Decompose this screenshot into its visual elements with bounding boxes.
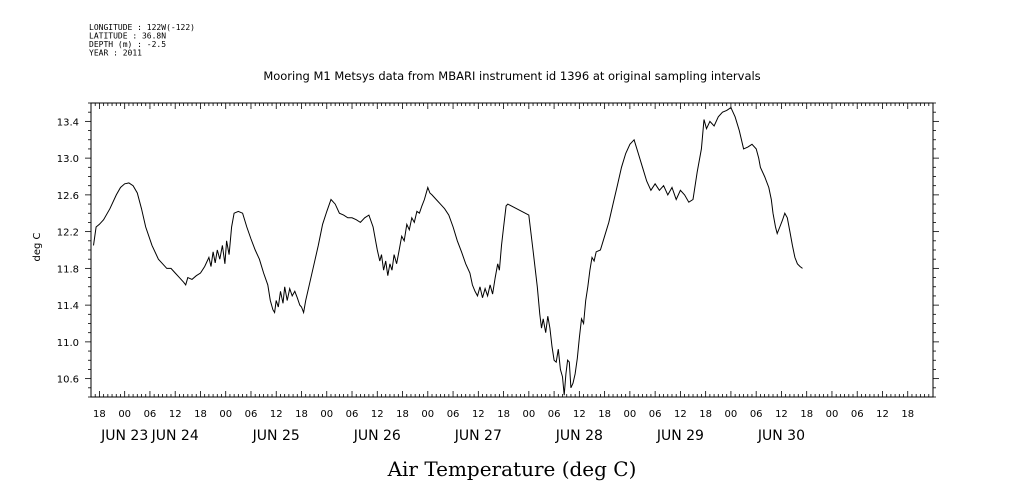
x-day-label: JUN 28 xyxy=(555,428,603,444)
x-hour-label: 12 xyxy=(472,409,485,420)
x-hour-label: 18 xyxy=(800,409,813,420)
y-axis-label: deg C xyxy=(32,232,43,261)
y-tick-label: 12.6 xyxy=(57,191,79,202)
x-hour-label: 18 xyxy=(93,409,106,420)
x-hour-label: 06 xyxy=(245,409,258,420)
meta-line: LATITUDE : 36.8N xyxy=(89,32,166,41)
station-metadata: LONGITUDE : 122W(-122)LATITUDE : 36.8NDE… xyxy=(89,23,195,58)
y-axis: 10.6 11.0 11.4 11.8 12.2 12.6 13.0 13.4 xyxy=(57,117,79,385)
y-tick-label: 10.6 xyxy=(57,375,79,386)
x-hour-label: 06 xyxy=(548,409,561,420)
x-hour-label: 00 xyxy=(826,409,839,420)
x-hour-label: 00 xyxy=(522,409,535,420)
x-day-label: JUN 26 xyxy=(353,428,401,444)
x-hour-label: 00 xyxy=(320,409,333,420)
x-day-label: JUN 24 xyxy=(151,428,199,444)
x-day-label: JUN 27 xyxy=(454,428,502,444)
x-hour-label: 00 xyxy=(725,409,738,420)
x-axis-label: Air Temperature (deg C) xyxy=(387,457,637,481)
x-hour-label: 12 xyxy=(573,409,586,420)
y-tick-label: 11.0 xyxy=(57,338,79,349)
y-tick-label: 11.4 xyxy=(57,301,79,312)
plot-frame xyxy=(85,102,939,398)
x-hour-label: 18 xyxy=(295,409,308,420)
x-hour-label: 06 xyxy=(649,409,662,420)
y-tick-label: 13.0 xyxy=(57,154,79,165)
x-day-label: JUN 25 xyxy=(252,428,300,444)
x-hour-label: 18 xyxy=(699,409,712,420)
x-hour-label: 06 xyxy=(851,409,864,420)
x-hour-label: 12 xyxy=(169,409,182,420)
x-hour-label: 18 xyxy=(497,409,510,420)
x-hour-label: 00 xyxy=(624,409,637,420)
x-hour-label: 18 xyxy=(396,409,409,420)
x-hour-label: 00 xyxy=(219,409,232,420)
x-hour-label: 18 xyxy=(901,409,914,420)
x-hour-label: 12 xyxy=(270,409,283,420)
y-tick-label: 11.8 xyxy=(57,264,79,275)
x-hour-label: 00 xyxy=(421,409,434,420)
meta-line: LONGITUDE : 122W(-122) xyxy=(89,23,195,32)
x-hour-label: 12 xyxy=(876,409,889,420)
x-hour-label: 12 xyxy=(775,409,788,420)
x-day-label: JUN 30 xyxy=(757,428,805,444)
x-day-label: JUN 29 xyxy=(656,428,704,444)
chart-title: Mooring M1 Metsys data from MBARI instru… xyxy=(263,69,760,83)
y-tick-label: 12.2 xyxy=(57,228,79,239)
x-hour-label: 06 xyxy=(750,409,763,420)
x-hour-label: 06 xyxy=(144,409,157,420)
x-day-label: JUN 23 xyxy=(100,428,148,444)
x-hour-label: 06 xyxy=(346,409,359,420)
meta-line: DEPTH (m) : -2.5 xyxy=(89,40,166,49)
meta-line: YEAR : 2011 xyxy=(89,49,142,58)
x-hour-label: 00 xyxy=(118,409,131,420)
x-hour-label: 12 xyxy=(371,409,384,420)
y-tick-label: 13.4 xyxy=(57,117,79,128)
x-hour-label: 18 xyxy=(194,409,207,420)
x-hour-label: 18 xyxy=(598,409,611,420)
x-hour-label: 12 xyxy=(674,409,687,420)
temperature-series-line xyxy=(93,106,803,396)
x-hour-label: 06 xyxy=(447,409,460,420)
x-axis: 18 00 06 12 18 00 06 12 18 00 06 12 18 00 06 12 18 00 06 12… xyxy=(93,409,914,444)
